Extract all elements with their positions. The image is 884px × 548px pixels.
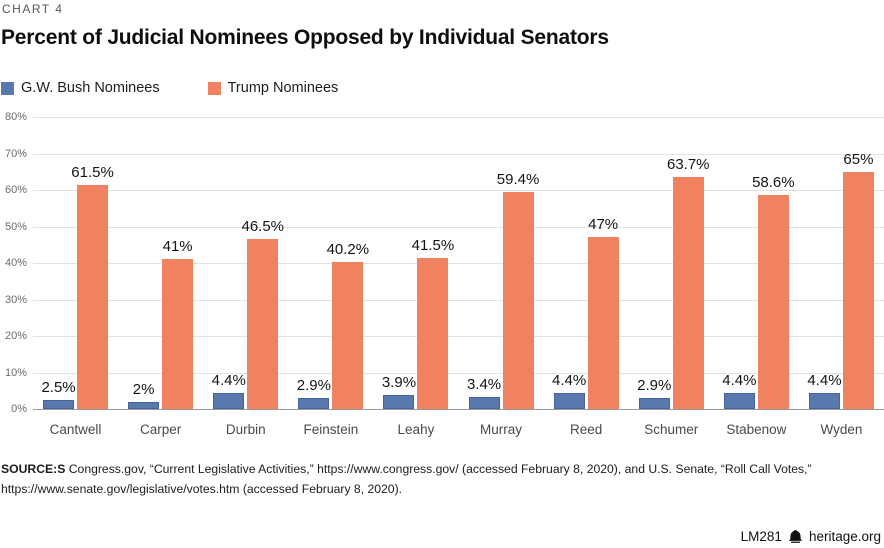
y-axis-tick-label: 20% xyxy=(4,330,27,342)
bush-bar xyxy=(213,392,245,409)
x-axis-baseline xyxy=(33,409,884,410)
bush-value-label: 4.4% xyxy=(552,371,587,389)
trump-bar xyxy=(672,176,704,409)
y-axis-tick-label: 10% xyxy=(4,366,27,379)
y-axis-tick-label: 30% xyxy=(4,293,27,306)
bush-value-label: 2.9% xyxy=(296,377,331,395)
legend-label-trump: Trump Nominees xyxy=(227,80,339,96)
trump-value-label: 58.6% xyxy=(752,174,795,192)
bush-bar xyxy=(723,392,755,409)
x-axis-category-label: Stabenow xyxy=(726,422,787,437)
legend-item-bush: G.W. Bush Nominees xyxy=(1,80,160,96)
y-axis-tick-label: 60% xyxy=(4,184,27,196)
legend: G.W. Bush Nominees Trump Nominees xyxy=(1,80,338,96)
chart-number-label: CHART 4 xyxy=(2,2,64,16)
bush-value-label: 3.4% xyxy=(466,375,502,393)
bush-bar xyxy=(383,394,415,409)
x-axis-category-label: Reed xyxy=(570,422,603,437)
source-text-line1: Congress.gov, “Current Legislative Activ… xyxy=(68,462,812,476)
legend-label-bush: G.W. Bush Nominees xyxy=(21,80,160,96)
x-axis-category-label: Murray xyxy=(480,422,523,437)
bush-bar xyxy=(808,392,840,409)
bush-bar xyxy=(553,392,585,409)
gridline xyxy=(33,153,884,155)
legend-item-trump: Trump Nominees xyxy=(207,80,339,96)
bush-bar xyxy=(468,396,500,409)
trump-value-label: 40.2% xyxy=(326,241,370,259)
trump-value-label: 46.5% xyxy=(241,218,285,236)
brand-domain: heritage.org xyxy=(808,529,881,544)
trump-series-swatch xyxy=(207,81,221,95)
bush-series-swatch xyxy=(1,81,14,95)
bush-value-label: 4.4% xyxy=(807,371,842,389)
trump-bar xyxy=(502,192,534,409)
bush-value-label: 2% xyxy=(132,380,155,398)
footer: LM281 heritage.org xyxy=(741,529,881,544)
x-axis-category-label: Leahy xyxy=(397,422,435,437)
bush-value-label: 2.5% xyxy=(41,378,76,396)
x-axis-category-label: Cantwell xyxy=(49,422,102,437)
gridline xyxy=(33,190,884,191)
gridline xyxy=(33,299,884,301)
x-axis-category-label: Carper xyxy=(140,422,182,437)
trump-bar xyxy=(417,257,449,409)
x-axis-category-label: Schumer xyxy=(644,422,699,437)
plot-area: 0% 10% 20% 30% 40% 50% 60% 70% 80% 2.5% 61.5% Cantw… xyxy=(0,105,884,450)
trump-bar xyxy=(332,262,364,409)
x-axis-category-label: Wyden xyxy=(820,422,863,437)
chart-title: Percent of Judicial Nominees Opposed by … xyxy=(1,26,609,49)
trump-value-label: 41% xyxy=(162,238,193,256)
trump-bar xyxy=(587,237,619,409)
bush-value-label: 4.4% xyxy=(722,371,757,389)
trump-value-label: 61.5% xyxy=(71,163,114,181)
gridline xyxy=(33,117,884,118)
bush-bar xyxy=(638,398,670,409)
bush-value-label: 4.4% xyxy=(211,371,246,389)
trump-value-label: 65% xyxy=(843,150,874,168)
gridline xyxy=(33,263,884,264)
trump-value-label: 63.7% xyxy=(666,155,710,173)
trump-value-label: 59.4% xyxy=(496,171,540,189)
bush-value-label: 3.9% xyxy=(381,373,417,391)
trump-bar xyxy=(247,239,279,409)
trump-value-label: 41.5% xyxy=(411,236,455,254)
source-note: SOURCE:S Congress.gov, “Current Legislat… xyxy=(1,460,861,499)
gridline xyxy=(33,226,884,228)
liberty-bell-icon xyxy=(789,529,802,543)
report-id: LM281 xyxy=(740,529,782,544)
source-text-line2: https://www.senate.gov/legislative/votes… xyxy=(1,481,403,496)
x-axis-category-label: Feinstein xyxy=(303,422,359,437)
gridline xyxy=(33,336,884,337)
bush-bar xyxy=(298,398,330,409)
trump-bar xyxy=(842,171,874,409)
y-axis-tick-label: 70% xyxy=(4,147,27,160)
bush-bar xyxy=(43,399,75,409)
y-axis-tick-label: 40% xyxy=(4,257,27,269)
bush-value-label: 2.9% xyxy=(637,377,672,395)
y-axis-tick-label: 80% xyxy=(4,111,27,123)
x-axis-category-label: Durbin xyxy=(225,422,266,437)
trump-value-label: 47% xyxy=(588,216,619,234)
trump-bar xyxy=(757,195,789,409)
source-label: SOURCE:S xyxy=(1,462,66,476)
trump-bar xyxy=(162,259,194,409)
trump-bar xyxy=(77,184,109,409)
gridline xyxy=(33,372,884,374)
y-axis-tick-label: 0% xyxy=(11,403,27,415)
y-axis-tick-label: 50% xyxy=(4,220,27,233)
bush-bar xyxy=(128,401,160,409)
